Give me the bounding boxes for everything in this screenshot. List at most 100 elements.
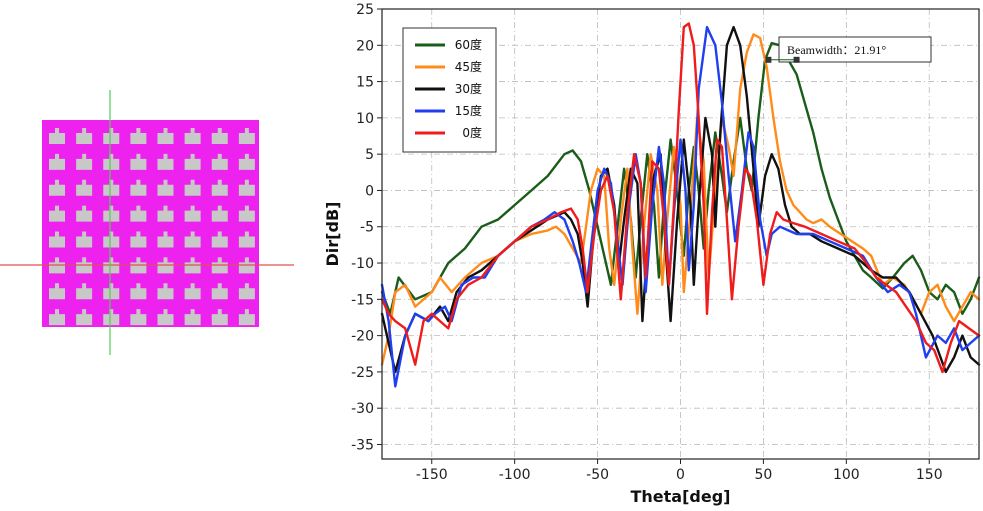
feed-stub (82, 179, 87, 186)
array-element (157, 283, 174, 300)
array-element (103, 153, 120, 170)
feed-stub (244, 231, 249, 238)
patch-rect (130, 158, 147, 170)
x-tick-label: 150 (916, 467, 943, 483)
array-element (157, 179, 174, 196)
feed-stub (109, 128, 114, 134)
feed-stub (163, 205, 168, 212)
patch-rect (211, 288, 228, 300)
legend-label: 30度 (455, 81, 482, 96)
patch-rect (103, 288, 120, 300)
feed-stub (190, 309, 195, 316)
patch-rect (184, 288, 201, 300)
array-element (211, 309, 228, 326)
feed-stub (217, 128, 222, 134)
feed-stub (82, 257, 87, 264)
y-tick-label: -30 (351, 401, 374, 417)
feed-stub (55, 257, 59, 264)
x-tick-label: 100 (833, 467, 860, 483)
patch-rect (103, 158, 120, 170)
feed-stub (217, 309, 222, 316)
array-element (238, 205, 255, 222)
array-element (238, 309, 255, 326)
y-tick-label: -10 (351, 256, 374, 272)
feed-stub (82, 231, 87, 238)
feed-stub (244, 179, 249, 186)
patch-rect (130, 210, 147, 222)
legend-label: 45度 (455, 59, 482, 74)
y-tick-label: 10 (356, 111, 374, 127)
feed-stub (217, 179, 222, 186)
array-element (211, 257, 228, 274)
array-element (130, 257, 147, 274)
feed-stub (82, 153, 87, 160)
patch-rect (49, 288, 65, 300)
patch-rect (184, 210, 201, 222)
legend-label: 15度 (455, 103, 482, 118)
patch-rect (157, 184, 174, 196)
feed-stub (136, 309, 141, 316)
patch-rect (76, 133, 93, 144)
patch-rect (103, 262, 120, 274)
annotation-text: Beamwidth：21.91° (787, 43, 886, 57)
legend-label: 0度 (462, 125, 482, 140)
x-axis-title: Theta[deg] (631, 487, 731, 506)
array-element (103, 231, 120, 248)
patch-rect (238, 133, 255, 144)
feed-stub (217, 257, 222, 264)
legend-label: 60度 (455, 37, 482, 52)
y-tick-label: 0 (365, 183, 374, 199)
feed-stub (136, 231, 141, 238)
patch-rect (184, 184, 201, 196)
patch-rect (130, 314, 147, 326)
array-element (157, 153, 174, 170)
feed-stub (82, 205, 87, 212)
series-line (380, 41, 981, 315)
patch-rect (103, 236, 120, 248)
feed-stub (109, 283, 114, 290)
patch-rect (184, 133, 201, 144)
array-element (211, 153, 228, 170)
patch-rect (103, 314, 120, 326)
feed-stub (55, 231, 59, 238)
feed-stub (55, 153, 59, 160)
y-tick-label: -25 (351, 365, 374, 381)
annotation-marker (765, 56, 772, 63)
patch-rect (130, 262, 147, 274)
patch-rect (238, 288, 255, 300)
feed-stub (244, 153, 249, 160)
array-element (49, 283, 65, 300)
feed-stub (163, 153, 168, 160)
patch-rect (211, 184, 228, 196)
feed-stub (217, 153, 222, 160)
x-tick-label: 0 (676, 467, 685, 483)
feed-stub (217, 231, 222, 238)
array-element (130, 231, 147, 248)
feed-stub (190, 205, 195, 212)
patch-rect (49, 133, 65, 144)
patch-rect (157, 158, 174, 170)
array-element (103, 128, 120, 144)
x-tick-label: 50 (755, 467, 773, 483)
array-element (76, 205, 93, 222)
array-element (184, 283, 201, 300)
patch-rect (238, 210, 255, 222)
feed-stub (190, 128, 195, 134)
array-element (49, 257, 65, 274)
array-element (238, 128, 255, 144)
patch-rect (211, 262, 228, 274)
array-element (49, 231, 65, 248)
array-element (76, 128, 93, 144)
array-element (238, 179, 255, 196)
feed-stub (109, 205, 114, 212)
patch-rect (211, 314, 228, 326)
patch-rect (184, 262, 201, 274)
patch-rect (238, 236, 255, 248)
array-element (130, 128, 147, 144)
array-element (184, 205, 201, 222)
array-element (184, 257, 201, 274)
array-element (49, 153, 65, 170)
annotation-marker (793, 56, 800, 63)
patch-rect (157, 210, 174, 222)
legend: 60度 45度 30度 15度 0度 (402, 27, 497, 153)
